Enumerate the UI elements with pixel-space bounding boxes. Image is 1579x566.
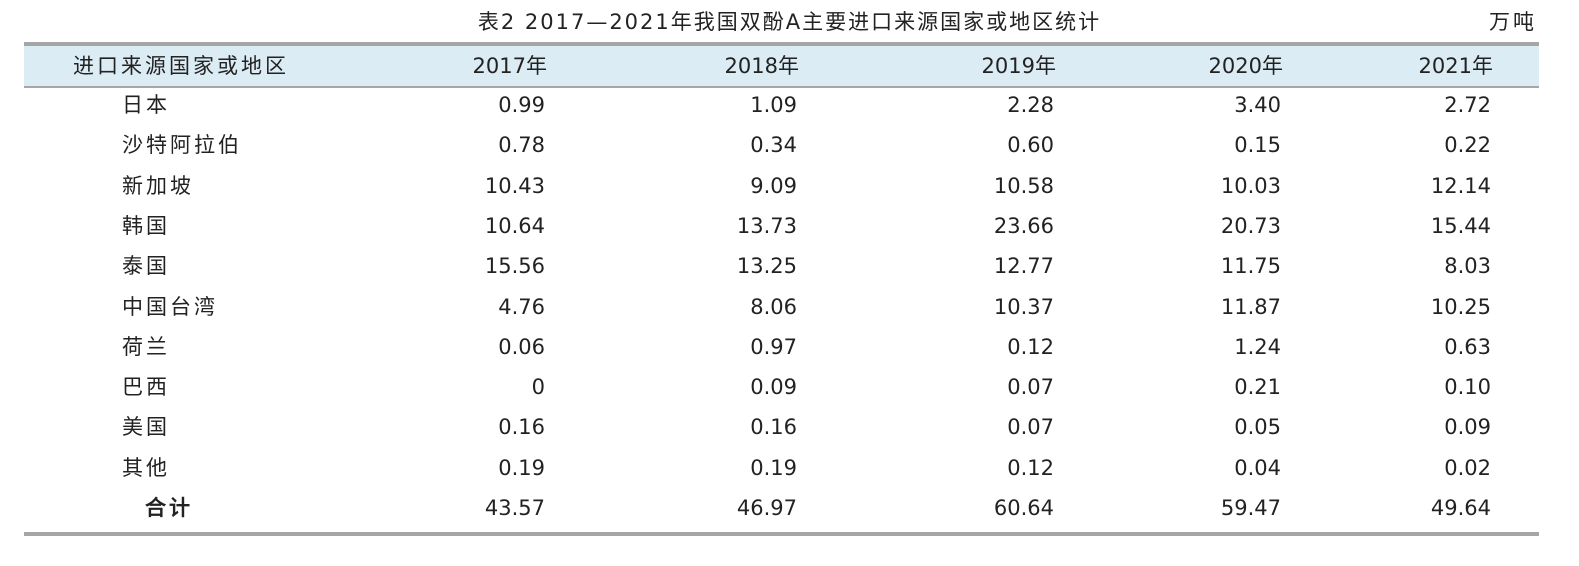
- cell: 0.34: [750, 133, 797, 158]
- cell: 2.28: [1007, 93, 1054, 117]
- cell: 0.99: [498, 93, 545, 117]
- cell: 10.43: [484, 173, 545, 198]
- total-cell: 59.47: [1220, 496, 1281, 520]
- header-band: [24, 46, 1539, 87]
- header-cell: 2021年: [1418, 54, 1493, 78]
- cell: 0.05: [1234, 415, 1281, 440]
- unit-label: 万吨: [1489, 10, 1537, 34]
- cell: 0: [531, 375, 545, 400]
- cell: 9.09: [750, 173, 797, 198]
- cell: 0.12: [1007, 455, 1054, 480]
- header-cell: 2018年: [724, 54, 799, 78]
- cell: 0.07: [1007, 375, 1054, 400]
- cell: 1.24: [1234, 334, 1281, 359]
- cell: 10.64: [484, 213, 545, 238]
- total-cell: 46.97: [736, 496, 797, 520]
- cell: 10.25: [1430, 294, 1491, 319]
- cell: 4.76: [498, 294, 545, 319]
- table-title: 表2 2017—2021年我国双酚A主要进口来源国家或地区统计: [477, 10, 1102, 34]
- cell: 0.07: [1007, 415, 1054, 440]
- cell: 0.15: [1234, 133, 1281, 158]
- header-cell: 2019年: [981, 54, 1056, 78]
- cell: 8.06: [750, 294, 797, 319]
- cell: 15.44: [1430, 213, 1491, 238]
- cell: 0.02: [1444, 455, 1491, 480]
- cell: 0.09: [750, 375, 797, 400]
- header-cell: 进口来源国家或地区: [73, 54, 289, 78]
- row-label: 韩国: [122, 213, 170, 238]
- cell: 23.66: [993, 213, 1054, 238]
- cell: 0.19: [498, 455, 545, 480]
- cell: 0.09: [1444, 415, 1491, 440]
- cell: 10.03: [1220, 173, 1281, 198]
- top-rule: [24, 42, 1539, 46]
- cell: 8.03: [1444, 254, 1491, 279]
- cell: 12.77: [993, 254, 1054, 279]
- cell: 0.63: [1444, 334, 1491, 359]
- cell: 0.97: [750, 334, 797, 359]
- bottom-rule: [24, 532, 1539, 536]
- row-label: 其他: [122, 455, 170, 480]
- total-label: 合计: [145, 496, 193, 520]
- cell: 20.73: [1220, 213, 1281, 238]
- cell: 10.58: [993, 173, 1054, 198]
- cell: 12.14: [1430, 173, 1491, 198]
- row-label: 中国台湾: [122, 294, 218, 319]
- cell: 0.10: [1444, 375, 1491, 400]
- total-cell: 43.57: [484, 496, 545, 520]
- row-label: 沙特阿拉伯: [122, 133, 242, 158]
- row-label: 新加坡: [122, 173, 194, 198]
- cell: 0.16: [750, 415, 797, 440]
- cell: 0.04: [1234, 455, 1281, 480]
- total-cell: 49.64: [1430, 496, 1491, 520]
- cell: 2.72: [1444, 93, 1491, 117]
- header-rule: [24, 86, 1539, 88]
- cell: 0.60: [1007, 133, 1054, 158]
- cell: 1.09: [750, 93, 797, 117]
- row-label: 泰国: [122, 254, 170, 279]
- cell: 13.25: [736, 254, 797, 279]
- cell: 15.56: [484, 254, 545, 279]
- total-cell: 60.64: [993, 496, 1054, 520]
- cell: 0.21: [1234, 375, 1281, 400]
- row-label: 荷兰: [122, 334, 170, 359]
- cell: 0.06: [498, 334, 545, 359]
- header-cell: 2017年: [472, 54, 547, 78]
- cell: 0.78: [498, 133, 545, 158]
- row-label: 日本: [122, 93, 170, 117]
- row-label: 美国: [122, 415, 170, 440]
- header-cell: 2020年: [1208, 54, 1283, 78]
- cell: 0.16: [498, 415, 545, 440]
- cell: 0.19: [750, 455, 797, 480]
- cell: 0.22: [1444, 133, 1491, 158]
- cell: 10.37: [993, 294, 1054, 319]
- cell: 0.12: [1007, 334, 1054, 359]
- cell: 11.75: [1220, 254, 1281, 279]
- cell: 11.87: [1220, 294, 1281, 319]
- row-label: 巴西: [122, 375, 170, 400]
- cell: 13.73: [736, 213, 797, 238]
- cell: 3.40: [1234, 93, 1281, 117]
